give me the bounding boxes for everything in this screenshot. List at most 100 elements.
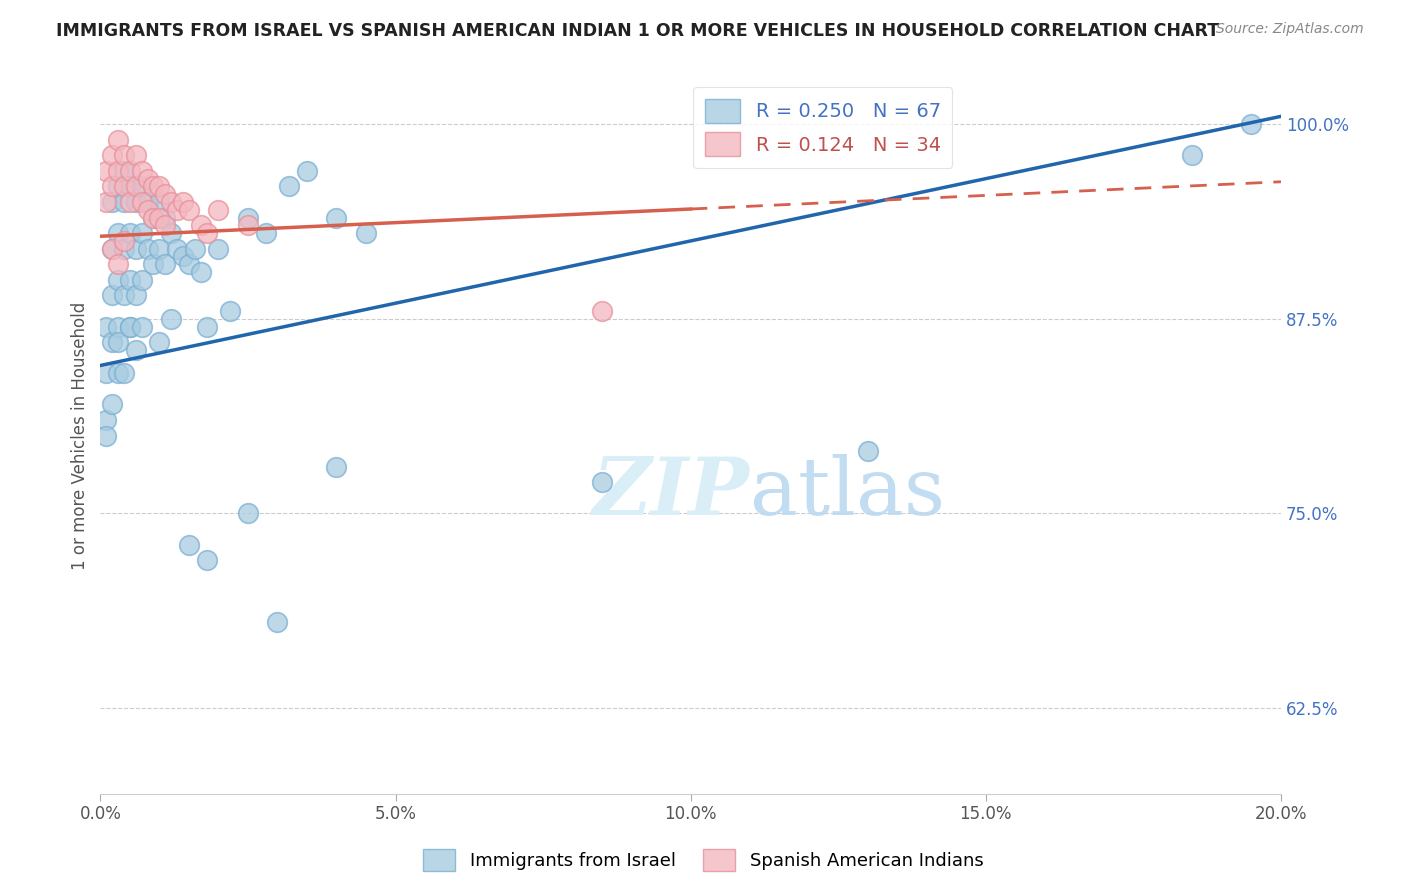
Point xyxy=(184,242,207,256)
Point xyxy=(96,428,118,442)
Point xyxy=(101,288,124,302)
Point xyxy=(207,242,229,256)
Point xyxy=(266,615,288,630)
Point xyxy=(236,211,259,225)
Point xyxy=(195,319,218,334)
Point xyxy=(101,242,124,256)
Point xyxy=(136,242,159,256)
Point xyxy=(131,179,153,194)
Y-axis label: 1 or more Vehicles in Household: 1 or more Vehicles in Household xyxy=(72,301,89,570)
Point xyxy=(118,194,141,209)
Point xyxy=(101,194,124,209)
Point xyxy=(136,202,159,217)
Point xyxy=(155,219,177,233)
Point xyxy=(112,164,135,178)
Point xyxy=(160,311,183,326)
Point xyxy=(125,194,148,209)
Text: atlas: atlas xyxy=(749,454,945,532)
Point xyxy=(112,288,135,302)
Point xyxy=(856,444,879,458)
Point xyxy=(118,164,141,178)
Point xyxy=(107,133,129,147)
Text: ZIP: ZIP xyxy=(593,454,749,532)
Point xyxy=(142,211,165,225)
Point xyxy=(131,319,153,334)
Point xyxy=(190,219,212,233)
Point xyxy=(107,179,129,194)
Point xyxy=(125,179,148,194)
Point xyxy=(190,265,212,279)
Point xyxy=(160,194,183,209)
Point xyxy=(131,164,153,178)
Point xyxy=(148,335,170,350)
Point xyxy=(155,187,177,202)
Point xyxy=(118,226,141,240)
Point xyxy=(101,148,124,162)
Point xyxy=(172,250,194,264)
Point xyxy=(591,304,613,318)
Text: IMMIGRANTS FROM ISRAEL VS SPANISH AMERICAN INDIAN 1 OR MORE VEHICLES IN HOUSEHOL: IMMIGRANTS FROM ISRAEL VS SPANISH AMERIC… xyxy=(56,22,1219,40)
Point xyxy=(142,211,165,225)
Point xyxy=(1240,117,1263,131)
Point xyxy=(131,273,153,287)
Point xyxy=(166,242,188,256)
Point xyxy=(160,226,183,240)
Point xyxy=(177,537,200,551)
Point xyxy=(148,194,170,209)
Point xyxy=(148,179,170,194)
Point xyxy=(1181,148,1204,162)
Point xyxy=(112,234,135,248)
Point xyxy=(101,179,124,194)
Legend: Immigrants from Israel, Spanish American Indians: Immigrants from Israel, Spanish American… xyxy=(415,842,991,879)
Point xyxy=(219,304,242,318)
Point xyxy=(278,179,301,194)
Point xyxy=(112,179,135,194)
Point xyxy=(118,179,141,194)
Text: Source: ZipAtlas.com: Source: ZipAtlas.com xyxy=(1216,22,1364,37)
Point xyxy=(125,148,148,162)
Point xyxy=(96,413,118,427)
Point xyxy=(107,257,129,271)
Point xyxy=(295,164,318,178)
Point xyxy=(107,164,129,178)
Point xyxy=(118,319,141,334)
Point xyxy=(107,335,129,350)
Point xyxy=(96,366,118,380)
Legend: R = 0.250   N = 67, R = 0.124   N = 34: R = 0.250 N = 67, R = 0.124 N = 34 xyxy=(693,87,952,168)
Point xyxy=(354,226,377,240)
Point xyxy=(101,397,124,411)
Point xyxy=(112,242,135,256)
Point xyxy=(107,226,129,240)
Point xyxy=(101,335,124,350)
Point xyxy=(112,194,135,209)
Point xyxy=(101,242,124,256)
Point xyxy=(254,226,277,240)
Point xyxy=(148,242,170,256)
Point xyxy=(155,211,177,225)
Point xyxy=(155,257,177,271)
Point xyxy=(96,164,118,178)
Point xyxy=(142,179,165,194)
Point xyxy=(325,211,347,225)
Point xyxy=(131,194,153,209)
Point xyxy=(118,319,141,334)
Point xyxy=(177,202,200,217)
Point xyxy=(107,319,129,334)
Point xyxy=(131,226,153,240)
Point xyxy=(142,257,165,271)
Point xyxy=(96,194,118,209)
Point xyxy=(166,202,188,217)
Point xyxy=(325,459,347,474)
Point xyxy=(136,171,159,186)
Point xyxy=(112,366,135,380)
Point xyxy=(107,273,129,287)
Point xyxy=(148,211,170,225)
Point xyxy=(125,288,148,302)
Point xyxy=(207,202,229,217)
Point xyxy=(112,148,135,162)
Point xyxy=(195,226,218,240)
Point xyxy=(195,553,218,567)
Point xyxy=(136,194,159,209)
Point xyxy=(591,475,613,490)
Point xyxy=(125,242,148,256)
